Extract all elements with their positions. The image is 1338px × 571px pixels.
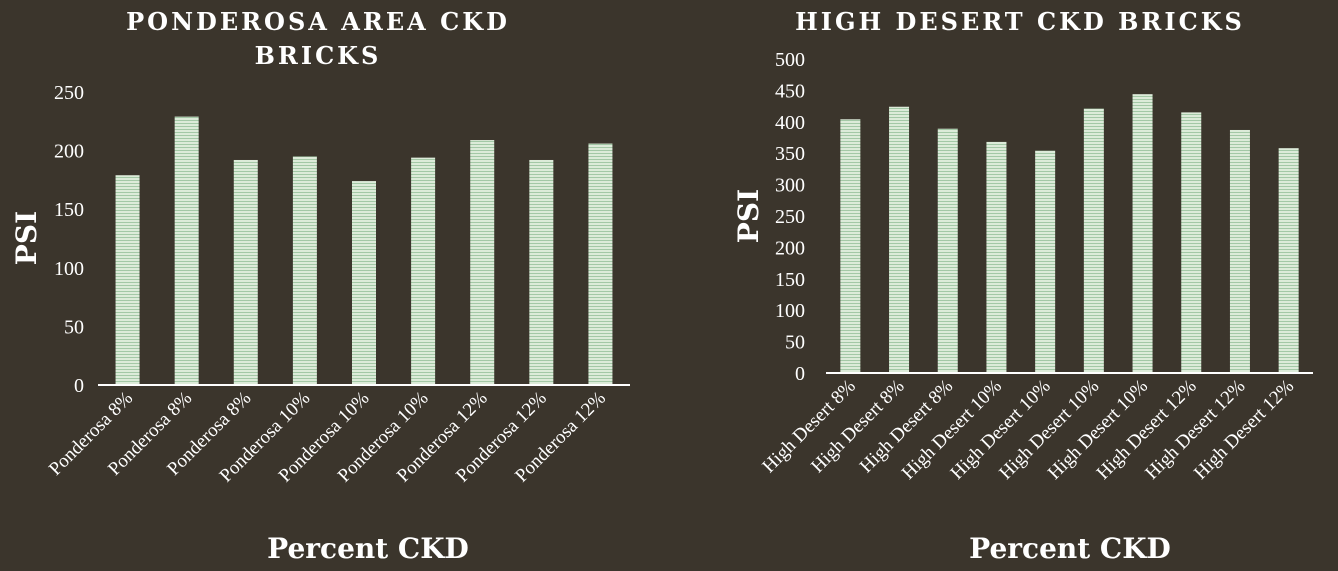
bar: [937, 128, 958, 373]
bar: [529, 159, 554, 385]
y-tick-label: 150: [775, 269, 805, 291]
y-tick-label: 50: [64, 316, 84, 338]
chart-title: PONDEROSA AREA CKD: [126, 7, 510, 36]
bar: [1035, 150, 1056, 373]
y-tick-label: 0: [74, 375, 84, 397]
ponderosa-chart: PONDEROSA AREA CKD BRICKS 0 50 100 150 200 250 P…: [10, 7, 630, 565]
y-tick-label: 500: [775, 49, 805, 71]
bar: [1132, 94, 1153, 373]
bar: [1181, 112, 1202, 373]
bar: [1229, 129, 1250, 373]
bar: [470, 140, 495, 385]
bar: [889, 106, 910, 373]
bar: [233, 159, 258, 385]
y-tick-label: 300: [775, 175, 805, 197]
y-tick-label: 200: [54, 141, 84, 163]
bar: [292, 156, 317, 385]
y-tick-label: 250: [54, 82, 84, 104]
y-tick-label: 50: [785, 332, 805, 354]
y-tick-label: 400: [775, 112, 805, 134]
bar: [840, 119, 861, 374]
y-tick-label: 200: [775, 237, 805, 259]
x-axis-title: Percent CKD: [969, 532, 1171, 565]
y-tick-label: 450: [775, 80, 805, 102]
y-tick-label: 0: [795, 363, 805, 385]
x-axis-title: Percent CKD: [267, 532, 469, 565]
bar: [174, 116, 199, 385]
bar: [588, 143, 613, 385]
y-axis-title: PSI: [732, 189, 765, 243]
y-tick-label: 100: [54, 258, 84, 280]
high-desert-chart: HIGH DESERT CKD BRICKS 0 50 100 150 200 250 300…: [732, 7, 1313, 565]
bar: [986, 141, 1007, 373]
y-tick-label: 350: [775, 143, 805, 165]
y-tick-label: 150: [54, 199, 84, 221]
y-tick-label: 100: [775, 300, 805, 322]
chart-title: BRICKS: [255, 41, 382, 70]
y-axis-title: PSI: [10, 211, 43, 265]
bar: [411, 157, 436, 385]
chart-title: HIGH DESERT CKD BRICKS: [795, 7, 1245, 36]
bar: [1278, 148, 1299, 373]
bar: [115, 175, 140, 385]
bar: [352, 181, 376, 385]
bar: [1083, 108, 1104, 373]
y-tick-label: 250: [775, 206, 805, 228]
